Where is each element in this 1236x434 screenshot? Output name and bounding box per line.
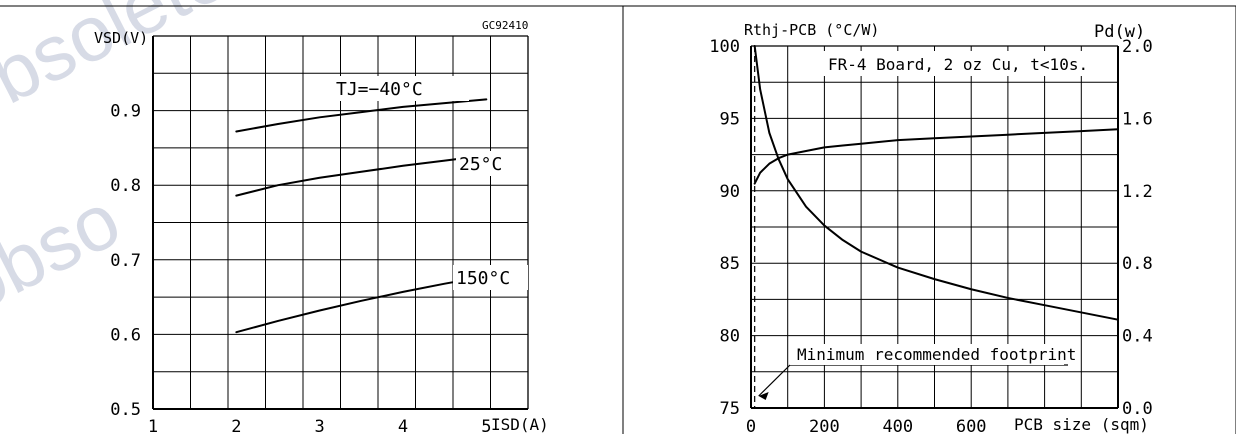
vsd-vs-isd-chart: 1 2 3 4 5 0.5 0.6 0.7 0.8 0.9 GC92410 VSD(V) ISD(… [94,19,549,434]
right-left-y-tick-label: 100 [709,37,740,57]
right-chart-tick-labels: 0 200 400 600 75 80 85 90 95 100 0.0 0.4 0.8 1.2 1.6 2.… [709,37,1152,434]
left-y-tick-label: 0.7 [110,251,141,271]
right-left-y-tick-label: 90 [720,182,740,202]
minimum-footprint-note: Minimum recommended footprint [797,345,1076,364]
right-right-y-tick-label: 0.0 [1122,399,1153,419]
series-label-bg-25c [456,151,518,176]
left-x-tick-label: 1 [148,417,158,434]
chart-panels [0,5,1236,434]
right-chart-frame [750,45,1119,409]
left-series-line-2 [235,275,488,334]
right-right-y-tick-label: 1.2 [1122,182,1153,202]
left-x-tick-label: 2 [231,417,241,434]
series-label-bg-150c [453,265,528,290]
right-x-axis-label: PCB size (sqm) [1014,415,1149,434]
left-chart-tick-labels: 1 2 3 4 5 0.5 0.6 0.7 0.8 0.9 [110,102,491,434]
right-left-y-tick-label: 75 [720,399,740,419]
right-x-tick-label: 600 [956,417,987,434]
right-x-tick-label: 400 [882,417,913,434]
left-y-axis-label: VSD(V) [94,29,148,47]
right-left-y-tick-label: 95 [720,109,740,129]
right-left-y-tick-label: 80 [720,327,740,347]
rthj-and-pd-vs-pcb-size-chart: 0 200 400 600 75 80 85 90 95 100 0.0 0.4 0.8 1.2 1.6 2.… [709,21,1152,434]
left-y-tick-label: 0.5 [110,400,141,420]
right-series-line-1 [753,128,1119,185]
right-left-y-axis-label: Rthj-PCB (°C/W) [744,21,879,39]
series-label-bg-minus40 [334,76,469,101]
right-right-y-axis-label: Pd(w) [1094,22,1145,42]
left-y-tick-label: 0.8 [110,176,141,196]
left-y-tick-label: 0.6 [110,325,141,345]
left-x-tick-label: 3 [315,417,325,434]
right-right-y-tick-label: 1.6 [1122,109,1153,129]
right-right-y-tick-label: 2.0 [1122,37,1153,57]
minimum-footprint-arrowhead [758,392,769,400]
minimum-footprint-leader-diagonal [758,364,791,397]
series-label-minus40: TJ=−40°C [336,79,423,100]
series-label-25c: 25°C [459,154,502,175]
right-left-y-tick-label: 85 [720,254,740,274]
left-y-tick-label: 0.9 [110,102,141,122]
left-x-axis-label: ISD(A) [491,415,549,434]
left-series-line-1 [235,154,488,197]
right-right-y-tick-label: 0.8 [1122,254,1153,274]
board-note-bg [818,51,1114,76]
chart-id-label: GC92410 [482,19,528,32]
board-note: FR-4 Board, 2 oz Cu, t<10s. [828,55,1088,74]
left-chart-series-group [235,98,488,334]
left-chart-frame [152,35,529,410]
right-right-y-tick-label: 0.4 [1122,327,1153,347]
minimum-footprint-note-bg [790,344,1064,365]
right-series-line-0 [753,45,1119,321]
left-x-tick-label: 4 [398,417,408,434]
right-x-tick-label: 200 [809,417,840,434]
left-x-tick-label: 5 [481,417,491,434]
right-x-tick-label: 0 [746,417,756,434]
series-label-150c: 150°C [456,268,510,289]
left-series-line-0 [235,98,488,133]
right-chart-series-group [753,45,1119,321]
